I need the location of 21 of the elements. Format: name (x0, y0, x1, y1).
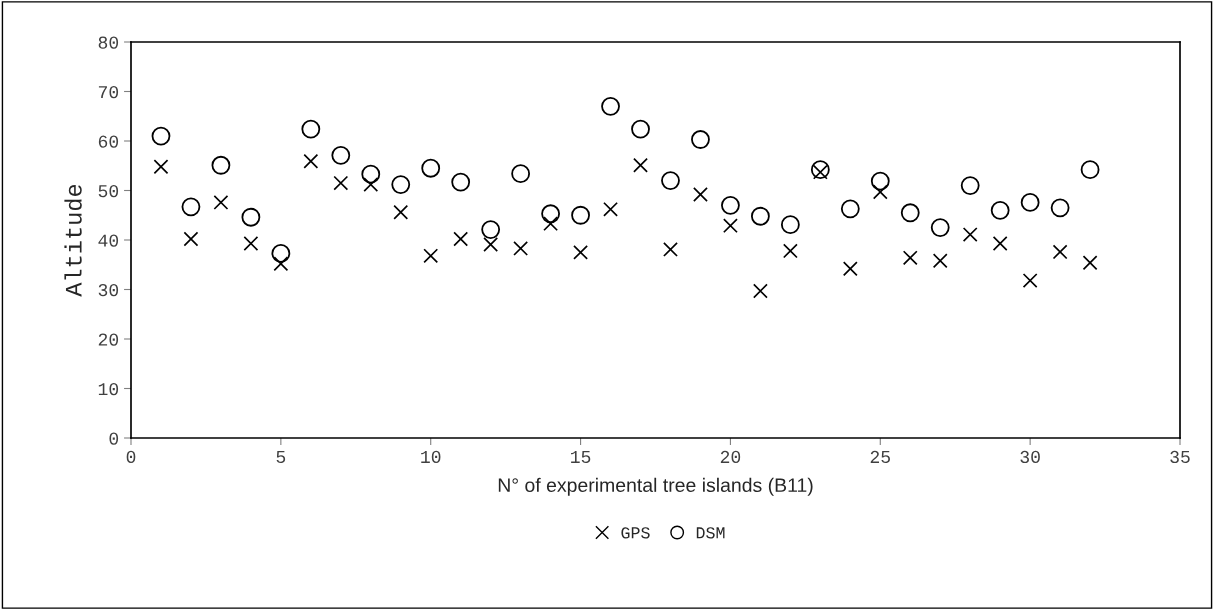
x-tick-label: 10 (421, 450, 441, 464)
y-tick-label: 10 (98, 382, 119, 396)
x-axis-title: N° of experimental tree islands (B11) (498, 477, 813, 496)
y-tick-label: 20 (98, 333, 119, 346)
x-tick-label: 0 (126, 450, 136, 464)
y-tick-label: 30 (98, 283, 119, 297)
x-tick-label: 15 (571, 451, 591, 464)
x-tick-label: 5 (276, 451, 286, 464)
y-tick-label: 80 (98, 36, 119, 49)
y-tick-label: 70 (98, 85, 119, 99)
y-tick-label: 50 (98, 184, 119, 198)
x-tick-label: 30 (1020, 450, 1040, 464)
y-tick-label: 60 (98, 135, 119, 148)
legend-label: DSM (696, 527, 725, 539)
legend-label: GPS (621, 527, 650, 539)
y-tick-label: 0 (109, 432, 119, 445)
x-tick-label: 25 (870, 450, 890, 464)
x-tick-label: 20 (720, 450, 741, 464)
x-tick-label: 35 (1170, 450, 1190, 464)
y-tick-label: 40 (98, 234, 119, 247)
y-axis-title: Altitude (64, 184, 82, 297)
